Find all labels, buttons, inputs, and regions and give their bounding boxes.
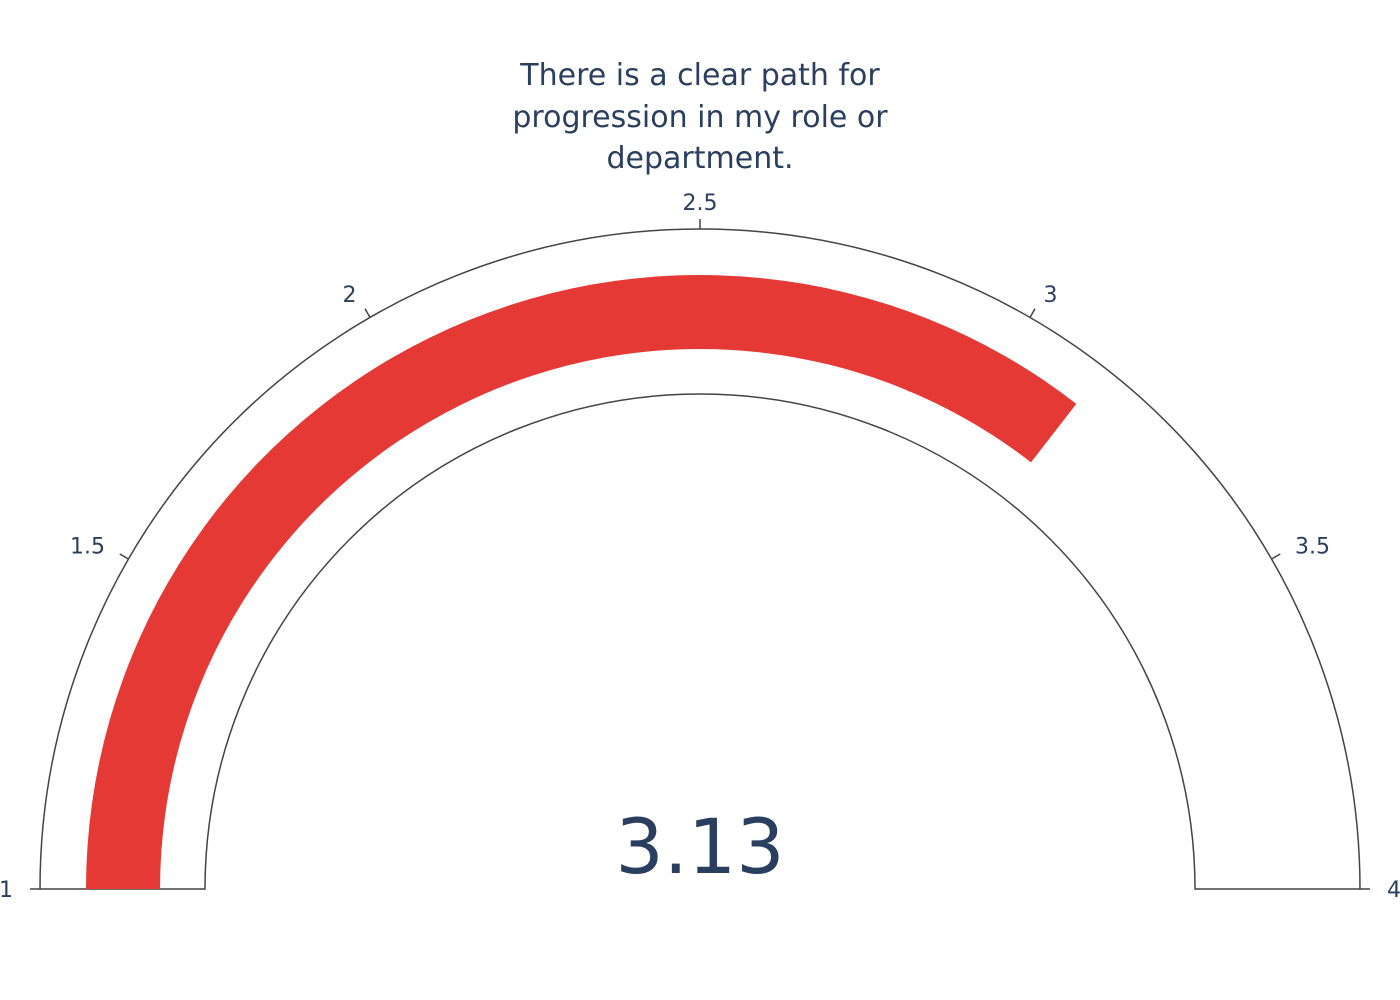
gauge-tick-label: 2.5 [683, 191, 718, 216]
gauge-tick-label: 1.5 [70, 535, 105, 560]
gauge-tick-mark [364, 308, 371, 318]
gauge-ticks: 1 1.5 2 2.5 3 3.5 4 [0, 191, 1400, 903]
gauge-tick-label: 1 [0, 878, 13, 903]
gauge-tick-label: 2 [343, 283, 357, 308]
gauge-value-label: 3.13 [615, 802, 784, 891]
gauge-tick-mark [1271, 553, 1281, 560]
gauge-tick-label: 3.5 [1295, 535, 1330, 560]
gauge-tick-label: 3 [1044, 283, 1058, 308]
chart-title-line-2: progression in my role or [512, 100, 888, 135]
chart-title-line-1: There is a clear path for [519, 58, 880, 93]
gauge-value-bar [86, 274, 1077, 889]
gauge-tick-label: 4 [1387, 878, 1400, 903]
gauge-tick-mark [119, 553, 129, 560]
chart-title-line-3: department. [606, 141, 793, 176]
gauge-tick-mark [1029, 308, 1036, 318]
